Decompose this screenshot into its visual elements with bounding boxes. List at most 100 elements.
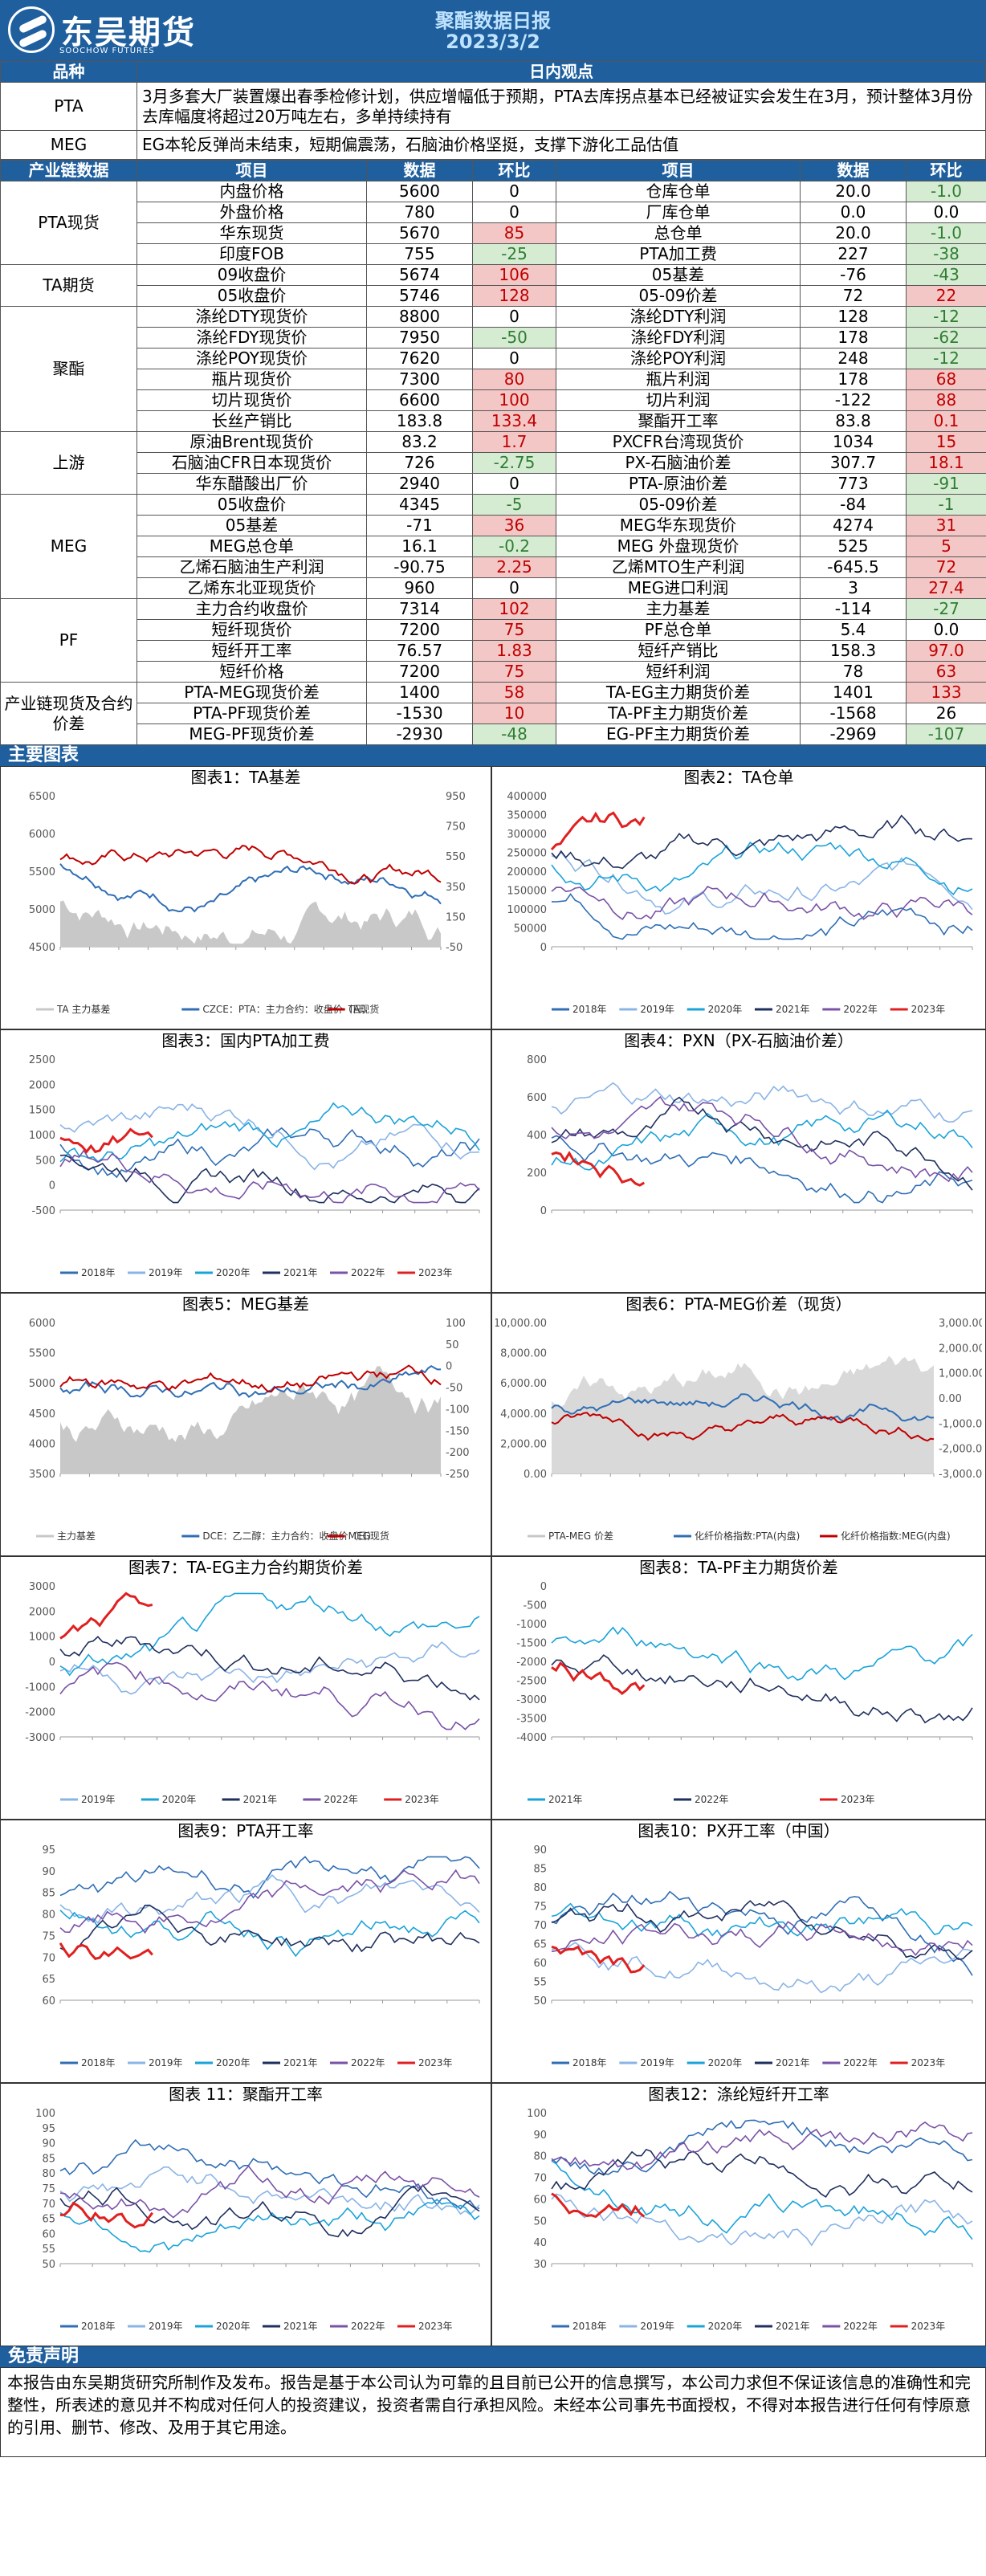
y-tick-label: 70 (42, 1952, 55, 1964)
chart-title: 图表10：PX开工率（中国） (638, 1821, 840, 1840)
item-change: 1.83 (472, 640, 556, 662)
item-change: 88 (906, 389, 986, 411)
item-value: 8800 (366, 306, 473, 328)
legend-label: 2018年 (81, 2057, 116, 2069)
report-header: 东吴期货 SOOCHOW FUTURES 聚酯数据日报 2023/3/2 (0, 0, 986, 61)
y-tick-label: -3000 (516, 1694, 547, 1706)
series-line (59, 1869, 480, 1934)
legend-label: 2021年 (283, 2321, 318, 2332)
item-value: 7200 (366, 661, 473, 683)
chart-title: 图表9：PTA开工率 (177, 1821, 314, 1840)
item-value: 1401 (800, 682, 907, 703)
item-change: -0.2 (472, 536, 556, 557)
y-tick-label: -1000 (516, 1619, 547, 1631)
series-line (59, 1154, 480, 1204)
table-row: PTA现货 内盘价格 5600 0 仓库仓单 20.0 -1.0 (0, 181, 986, 265)
y-tick-label: -3000 (25, 1732, 55, 1744)
y2-tick-label: -2,000.00 (939, 1444, 982, 1456)
series-line (551, 1654, 973, 1724)
item-change: 75 (472, 661, 556, 683)
series-line (551, 1135, 973, 1204)
legend-label: 2021年 (283, 2057, 318, 2069)
item-name: 主力合约收盘价 (136, 598, 367, 620)
chart-title: 图表6：PTA-MEG价差（现货） (625, 1294, 852, 1314)
item-change: 85 (472, 222, 556, 244)
item-change: -1.0 (906, 181, 986, 202)
item-change: -12 (906, 348, 986, 369)
item-value: 83.8 (800, 410, 907, 432)
view-col-variety: 品种 (0, 61, 137, 83)
item-name: 主力基差 (556, 598, 801, 620)
item-change: 75 (472, 619, 556, 641)
legend-label: 2019年 (149, 2321, 183, 2332)
y-tick-label: -2500 (516, 1676, 547, 1688)
item-name: 09收盘价 (136, 264, 367, 286)
item-name: 涤纶DTY现货价 (136, 306, 367, 328)
item-name: MEG-PF现货价差 (136, 723, 367, 745)
table-header: 数据 (800, 160, 907, 181)
legend-label: PTA-MEG 价差 (548, 1531, 613, 1542)
chart-title: 图表3：国内PTA加工费 (161, 1031, 330, 1050)
brand-sub: SOOCHOW FUTURES (59, 47, 155, 55)
item-value: -90.75 (366, 556, 473, 578)
y-tick-label: 90 (533, 1844, 547, 1857)
y-tick-label: 1000 (29, 1130, 55, 1142)
item-change: 63 (906, 661, 986, 683)
legend-label: 2019年 (149, 1267, 183, 1278)
item-value: 307.7 (800, 452, 907, 474)
series-line (551, 2121, 973, 2170)
item-value: 5674 (366, 264, 473, 286)
item-change: -5 (472, 494, 556, 516)
table-row: 聚酯 涤纶DTY现货价 8800 0 涤纶DTY利润 128 -12 (0, 306, 986, 432)
series-line (551, 1393, 935, 1422)
table-row: 涤纶FDY现货价 7950 -50 涤纶FDY利润 178 -62 (1, 327, 986, 348)
series-line (59, 2199, 480, 2253)
legend-label: 2023年 (911, 2057, 946, 2069)
item-change: -48 (472, 723, 556, 745)
y-tick-label: 400 (527, 1130, 547, 1142)
y-tick-label: 100000 (507, 904, 547, 916)
y-tick-label: -1000 (25, 1681, 55, 1694)
y-tick-label: -1500 (516, 1638, 547, 1650)
legend-label: 2022年 (695, 1794, 729, 1805)
item-name: 05基差 (136, 515, 367, 536)
y-tick-label: 6500 (29, 791, 55, 803)
chart-panel: 图表10：PX开工率（中国） 90 85 80 75 70 65 60 55 50 2018年 201… (491, 1820, 986, 2083)
y-tick-label: -3500 (516, 1714, 547, 1726)
item-change: 31 (906, 515, 986, 536)
y-tick-label: 50000 (514, 923, 547, 935)
y-tick-label: 85 (42, 1888, 55, 1900)
legend-label: 2022年 (351, 1267, 385, 1278)
item-value: 7620 (366, 348, 473, 369)
y-tick-label: 90 (42, 2138, 55, 2150)
y-tick-label: 0 (49, 1657, 55, 1669)
item-change: 0.0 (906, 619, 986, 641)
series-line (551, 1902, 973, 1938)
y2-tick-label: 350 (446, 882, 466, 894)
y2-tick-label: 1,000.00 (939, 1368, 982, 1380)
legend-label: 2019年 (640, 1004, 674, 1015)
series-line (59, 845, 442, 885)
item-change: 102 (472, 598, 556, 620)
item-name: MEG进口利润 (556, 577, 801, 599)
item-value: 178 (800, 369, 907, 390)
legend-label: 2021年 (243, 1794, 278, 1805)
item-name: PTA-MEG现货价差 (136, 682, 367, 703)
y-tick-label: 4000 (29, 1438, 55, 1450)
y-tick-label: 400000 (507, 791, 547, 803)
legend-label: 2022年 (843, 2321, 878, 2332)
item-change: 133 (906, 682, 986, 703)
item-value: 0.0 (800, 202, 907, 223)
y-tick-label: 50 (533, 1995, 547, 2007)
y-tick-label: 90 (533, 2130, 547, 2142)
y-tick-label: 300000 (507, 829, 547, 841)
item-value: 7950 (366, 327, 473, 348)
item-name: 涤纶DTY利润 (556, 306, 801, 328)
legend-label: 化纤价格指数:PTA(内盘) (695, 1530, 800, 1542)
legend-label: 2018年 (572, 2057, 607, 2069)
basis-area (60, 900, 441, 947)
report-date: 2023/3/2 (446, 31, 540, 53)
y-tick-label: 60 (533, 1958, 547, 1970)
y-tick-label: 6000 (29, 1318, 55, 1330)
item-name: 瓶片现货价 (136, 369, 367, 390)
